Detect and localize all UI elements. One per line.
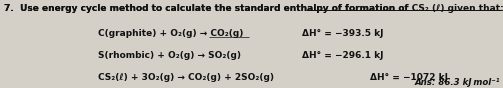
Text: CS₂(ℓ) + 3O₂(g) → CO₂(g) + 2SO₂(g): CS₂(ℓ) + 3O₂(g) → CO₂(g) + 2SO₂(g) — [98, 73, 274, 82]
Text: 7.  Use energy cycle method to calculate the standard enthalpy of formation of C: 7. Use energy cycle method to calculate … — [4, 4, 503, 13]
Text: C(graphite) + O₂(g) → CO₂(g): C(graphite) + O₂(g) → CO₂(g) — [98, 29, 243, 38]
Text: ΔH° = −296.1 kJ: ΔH° = −296.1 kJ — [302, 51, 383, 60]
Text: 7.  Use energy cycle method to calculate the standard enthalpy of formation of C: 7. Use energy cycle method to calculate … — [4, 4, 503, 13]
Text: ΔH° = −393.5 kJ: ΔH° = −393.5 kJ — [302, 29, 383, 38]
Text: 7.  Use energy cycle method to calculate the standard enthalpy of formation of: 7. Use energy cycle method to calculate … — [4, 4, 411, 13]
Text: 7.  Use energy cycle method to calculate the standard enthalpy of formation of C: 7. Use energy cycle method to calculate … — [4, 4, 503, 13]
Text: Ans: 86.3 kJ mol⁻¹: Ans: 86.3 kJ mol⁻¹ — [415, 78, 500, 87]
Text: S(rhombic) + O₂(g) → SO₂(g): S(rhombic) + O₂(g) → SO₂(g) — [98, 51, 241, 60]
Text: ΔH° = −1072 kJ: ΔH° = −1072 kJ — [370, 73, 448, 82]
